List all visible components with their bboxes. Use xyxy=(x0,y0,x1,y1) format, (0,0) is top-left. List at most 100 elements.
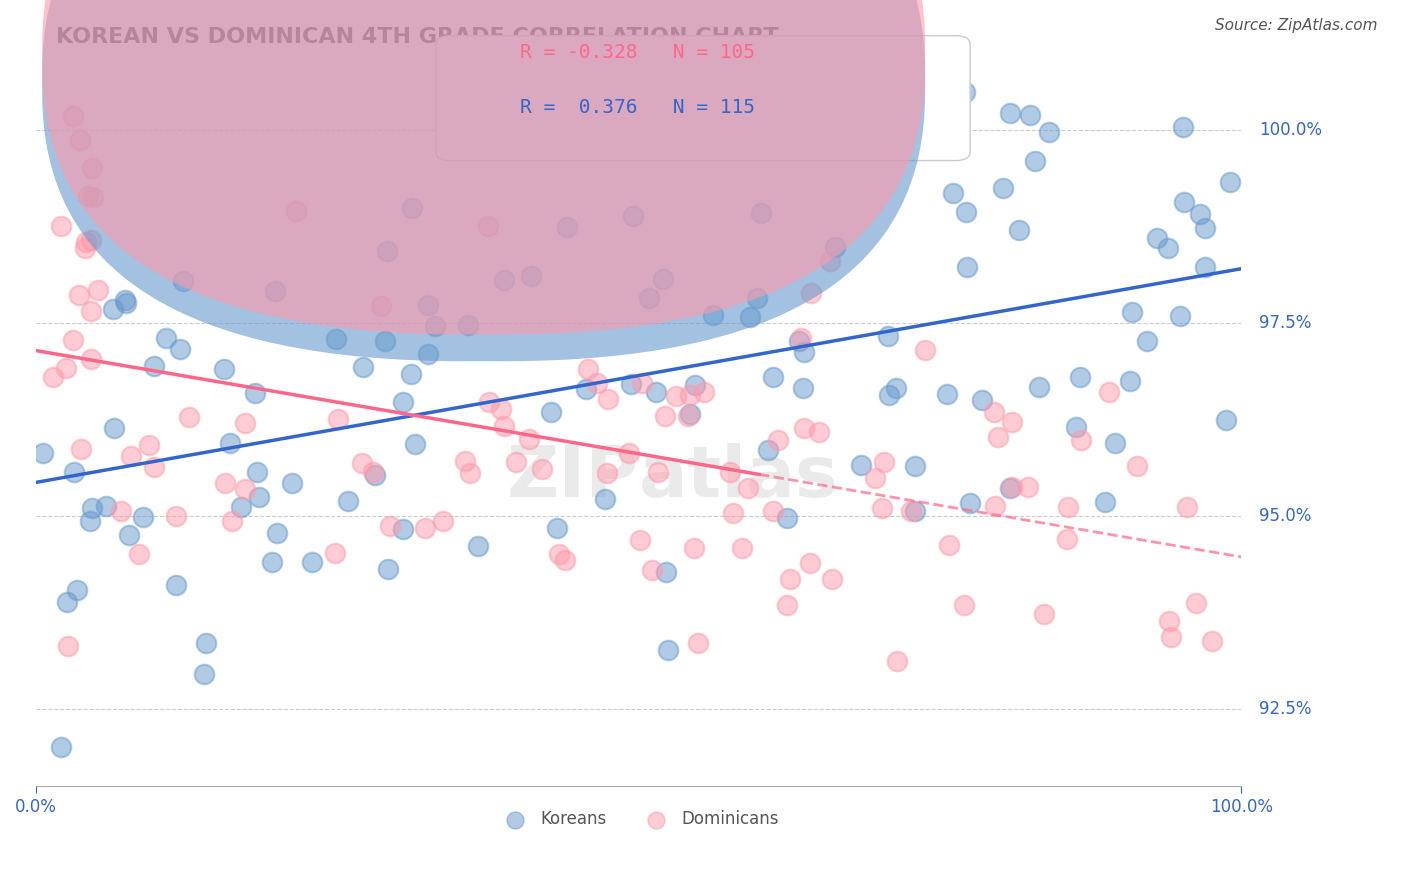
Point xyxy=(352,360,374,375)
Point xyxy=(1032,607,1054,621)
Point xyxy=(900,503,922,517)
Point xyxy=(517,432,540,446)
Point xyxy=(1038,125,1060,139)
Point xyxy=(647,465,669,479)
Point xyxy=(505,455,527,469)
Point xyxy=(49,219,72,234)
Point xyxy=(793,421,815,435)
Point xyxy=(1159,615,1181,629)
Point xyxy=(101,301,124,316)
Point xyxy=(177,409,200,424)
Point xyxy=(221,514,243,528)
Point xyxy=(554,553,576,567)
Point xyxy=(555,220,578,235)
Point xyxy=(789,334,811,349)
Point xyxy=(243,385,266,400)
Point xyxy=(1028,380,1050,394)
Text: Source: ZipAtlas.com: Source: ZipAtlas.com xyxy=(1215,18,1378,33)
Point xyxy=(1070,433,1092,447)
Point xyxy=(575,382,598,396)
Point xyxy=(776,598,799,612)
Point xyxy=(877,328,900,343)
Point xyxy=(1126,458,1149,473)
Point xyxy=(702,308,724,322)
Point xyxy=(110,504,132,518)
Text: 92.5%: 92.5% xyxy=(1260,699,1312,718)
Point xyxy=(620,376,643,391)
Point xyxy=(80,233,103,247)
Point xyxy=(1066,420,1088,434)
Point xyxy=(779,573,801,587)
Point xyxy=(1000,481,1022,495)
Point xyxy=(142,460,165,475)
Legend: Koreans, Dominicans: Koreans, Dominicans xyxy=(492,804,786,835)
Point xyxy=(478,394,501,409)
Point xyxy=(128,547,150,561)
Point xyxy=(1094,495,1116,509)
Point xyxy=(67,287,90,301)
Point xyxy=(1104,435,1126,450)
Point xyxy=(1175,500,1198,514)
Point xyxy=(75,235,97,250)
Point xyxy=(416,347,439,361)
Point xyxy=(233,416,256,430)
Point xyxy=(467,539,489,553)
Point xyxy=(737,482,759,496)
Point xyxy=(423,318,446,333)
Point xyxy=(955,204,977,219)
Point xyxy=(654,409,676,424)
Point xyxy=(80,501,103,516)
Point xyxy=(1188,207,1211,221)
Point xyxy=(665,389,688,403)
Point xyxy=(494,273,516,287)
Point xyxy=(818,253,841,268)
Point xyxy=(596,392,619,407)
Point xyxy=(31,446,53,460)
Point xyxy=(790,331,813,345)
Point xyxy=(416,298,439,312)
Point xyxy=(363,465,385,479)
Point xyxy=(519,268,541,283)
Point xyxy=(1119,374,1142,388)
Point xyxy=(679,407,702,421)
Point xyxy=(336,493,359,508)
Point xyxy=(82,161,104,175)
Point xyxy=(194,636,217,650)
Point xyxy=(73,241,96,255)
Point xyxy=(432,514,454,528)
Point xyxy=(776,511,799,525)
Point xyxy=(595,467,617,481)
Point xyxy=(1157,241,1180,255)
Point xyxy=(70,442,93,456)
Text: 100.0%: 100.0% xyxy=(1260,121,1323,139)
Point xyxy=(131,510,153,524)
Point xyxy=(391,394,413,409)
Point xyxy=(80,352,103,367)
Point xyxy=(219,435,242,450)
Point xyxy=(492,418,515,433)
Point xyxy=(326,412,349,426)
Point xyxy=(118,528,141,542)
Point xyxy=(1201,634,1223,648)
Point xyxy=(77,189,100,203)
Point xyxy=(1219,175,1241,189)
Point xyxy=(959,496,981,510)
Point xyxy=(617,445,640,459)
Point xyxy=(953,598,976,612)
Point xyxy=(849,458,872,473)
Point xyxy=(63,465,86,479)
Text: atlas: atlas xyxy=(638,442,838,512)
Point xyxy=(987,430,1010,444)
Point xyxy=(1008,223,1031,237)
Point xyxy=(1173,195,1195,210)
Point xyxy=(375,244,398,258)
Point xyxy=(530,462,553,476)
Point xyxy=(1194,221,1216,235)
Point xyxy=(264,285,287,299)
Point xyxy=(325,332,347,346)
Point xyxy=(120,449,142,463)
Point xyxy=(392,522,415,536)
Point xyxy=(103,421,125,435)
Point xyxy=(401,202,423,216)
Point xyxy=(683,378,706,392)
